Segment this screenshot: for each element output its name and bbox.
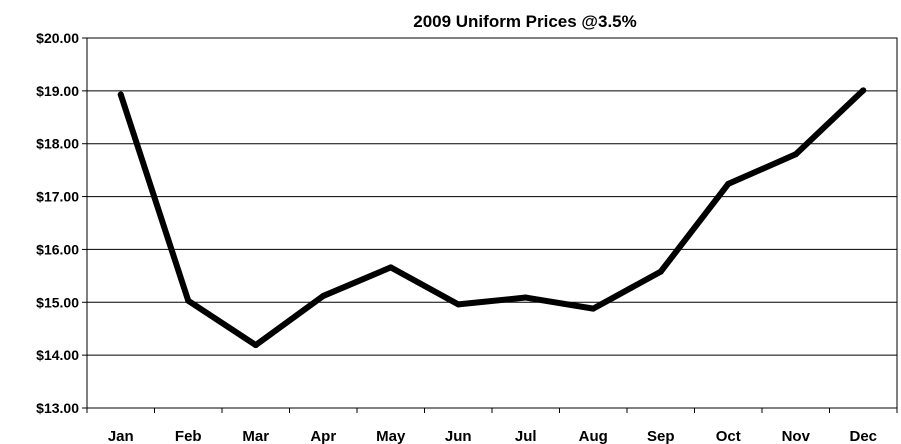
x-tick-label: Sep [647, 428, 675, 444]
data-point [252, 342, 259, 349]
y-tick-label: $13.00 [36, 400, 79, 416]
series-line [117, 87, 867, 349]
data-point [522, 294, 529, 301]
x-tick-label: Nov [782, 428, 811, 444]
x-tick-label: Jul [515, 428, 537, 444]
x-tick-label: Oct [716, 428, 741, 444]
data-point [455, 301, 462, 308]
data-point [185, 297, 192, 304]
x-tick-label: Mar [242, 428, 269, 444]
y-tick-label: $18.00 [36, 136, 79, 152]
gridlines [87, 37, 897, 409]
data-point [657, 268, 664, 275]
x-tick-label: Jun [445, 428, 472, 444]
y-tick-label: $17.00 [36, 189, 79, 205]
y-tick-label: $15.00 [36, 294, 79, 310]
y-axis: $13.00 $14.00 $15.00 $16.00 $17.00 $18.00 $19.… [36, 30, 87, 416]
chart-title: 2009 Uniform Prices @3.5% [413, 12, 637, 31]
data-point [320, 292, 327, 299]
x-tick-label: Dec [849, 428, 877, 444]
y-tick-label: $20.00 [36, 30, 79, 46]
data-point [590, 305, 597, 312]
data-point [860, 87, 867, 94]
data-point [792, 151, 799, 158]
y-tick-label: $16.00 [36, 241, 79, 257]
y-tick-label: $14.00 [36, 347, 79, 363]
series-layer [117, 87, 867, 349]
x-tick-label: May [376, 428, 406, 444]
x-tick-label: Feb [175, 428, 202, 444]
y-tick-label: $19.00 [36, 83, 79, 99]
plot-area [86, 37, 898, 409]
x-tick-label: Apr [310, 428, 336, 444]
x-axis: Jan Feb Mar Apr May Jun Jul Aug Sep Oct Nov Dec [86, 408, 898, 444]
x-tick-label: Aug [579, 428, 608, 444]
data-point [387, 264, 394, 271]
x-tick-label: Jan [108, 428, 134, 444]
data-point [117, 91, 124, 98]
data-point [725, 180, 732, 187]
